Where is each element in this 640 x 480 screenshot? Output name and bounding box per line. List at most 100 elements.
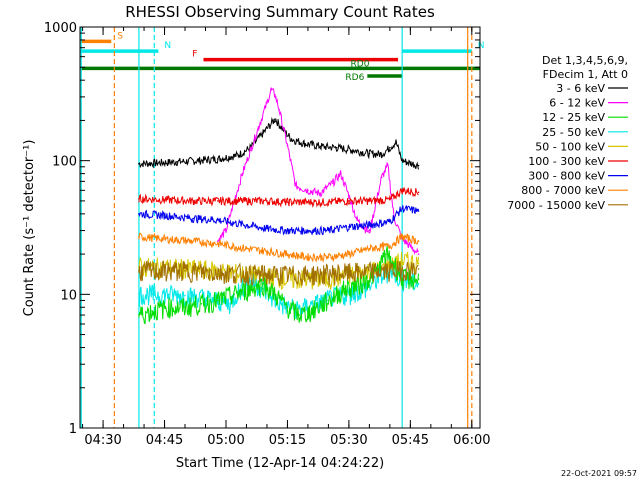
series-point-1-5 — [257, 125, 260, 128]
series-point-2-1 — [163, 198, 166, 201]
series-point-8-6 — [389, 269, 391, 272]
flag-bars: S N N F RD0 RD6 — [80, 31, 485, 83]
series-point-6-2 — [167, 293, 170, 296]
series-point-3-6 — [286, 229, 289, 232]
series-point-4-1 — [163, 238, 166, 240]
series-point-0-11 — [303, 142, 305, 145]
series-point-2-10 — [368, 200, 371, 202]
series-point-4-12 — [401, 235, 403, 238]
series-point-7-8 — [262, 282, 264, 285]
flag-label-s-0: S — [117, 31, 123, 41]
series-point-7-12 — [311, 310, 313, 312]
series-point-1-9 — [278, 109, 281, 111]
series-point-4-4 — [245, 247, 248, 250]
series-point-1-23 — [417, 253, 420, 255]
series-point-4-7 — [307, 256, 309, 258]
series-point-2-12 — [401, 189, 403, 192]
series-point-7-6 — [233, 293, 235, 296]
x-tick-label: 06:00 — [453, 433, 490, 448]
marker-lines — [80, 27, 473, 428]
series-point-4-6 — [286, 253, 289, 255]
series-point-5-12 — [401, 259, 403, 262]
series-line-2 — [138, 186, 419, 209]
series-point-1-7 — [270, 88, 272, 91]
series-point-1-11 — [294, 184, 297, 187]
series-point-7-9 — [274, 293, 276, 296]
series-point-2-0 — [138, 197, 140, 200]
flag-label-f-3: F — [192, 50, 197, 60]
series-point-4-11 — [389, 245, 391, 247]
series-point-4-13 — [417, 240, 420, 242]
series-point-6-0 — [138, 293, 140, 296]
series-point-1-4 — [249, 149, 252, 151]
series-point-3-5 — [266, 227, 268, 230]
series-point-1-1 — [225, 229, 227, 232]
series-point-6-12 — [298, 307, 301, 310]
series-point-0-3 — [196, 159, 199, 162]
series-point-0-20 — [417, 164, 420, 167]
legend-label: 6 - 12 keV — [549, 97, 605, 110]
legend-label: 25 - 50 keV — [542, 126, 605, 139]
series-point-7-3 — [184, 306, 186, 309]
series-point-4-8 — [327, 256, 330, 258]
legend: Det 1,3,4,5,6,9,FDecim 1, Att 03 - 6 keV… — [507, 54, 628, 212]
series-point-1-20 — [387, 164, 389, 167]
axis-ticks: 04:30 04:45 05:00 05:15 05:30 05:45 06:00 1 10 10… — [44, 21, 491, 448]
series-point-7-18 — [393, 262, 395, 265]
legend-label: 7000 - 15000 keV — [507, 199, 605, 212]
y-tick-label: 1000 — [44, 21, 77, 36]
series-point-1-0 — [216, 240, 219, 242]
series-point-3-8 — [327, 229, 330, 232]
series-point-3-4 — [245, 224, 248, 226]
series-point-2-2 — [192, 200, 195, 202]
flag-label-n-1: N — [164, 41, 171, 51]
series-point-8-4 — [307, 274, 309, 276]
x-tick-label: 05:45 — [392, 433, 429, 448]
series-point-6-14 — [331, 296, 334, 299]
series-point-0-2 — [176, 161, 178, 163]
series-line-1 — [217, 87, 419, 255]
series-point-1-15 — [339, 172, 342, 175]
series-point-4-5 — [266, 250, 268, 253]
series-layer — [138, 87, 420, 325]
series-point-0-12 — [319, 145, 322, 148]
legend-label: 100 - 300 keV — [528, 155, 605, 168]
y-tick-label: 100 — [52, 155, 77, 170]
series-point-3-3 — [216, 219, 219, 221]
series-point-0-16 — [380, 153, 383, 155]
series-point-7-2 — [167, 306, 170, 309]
series-point-1-13 — [319, 192, 322, 195]
series-point-1-16 — [348, 194, 350, 197]
series-point-0-0 — [138, 162, 140, 165]
footer-date: 22-Oct-2021 09:57 — [561, 469, 637, 478]
chart-title: RHESSI Observing Summary Count Rates — [125, 3, 435, 21]
series-point-8-5 — [348, 271, 350, 274]
series-line-3 — [138, 205, 419, 236]
series-point-4-0 — [138, 235, 140, 238]
legend-label: 300 - 800 keV — [528, 170, 605, 183]
series-point-0-5 — [237, 154, 240, 156]
legend-label: 3 - 6 keV — [556, 82, 605, 95]
series-point-1-3 — [241, 172, 244, 175]
series-point-1-14 — [331, 182, 334, 184]
series-point-7-20 — [417, 278, 420, 280]
series-point-6-3 — [184, 294, 186, 297]
series-point-0-19 — [401, 159, 403, 162]
series-point-7-4 — [200, 302, 203, 305]
series-point-3-0 — [138, 213, 140, 215]
series-point-0-13 — [335, 146, 338, 149]
series-point-4-3 — [216, 242, 219, 245]
series-point-7-15 — [360, 282, 362, 285]
series-point-2-7 — [307, 201, 309, 203]
series-point-0-17 — [389, 146, 391, 149]
series-point-7-1 — [151, 310, 154, 312]
series-point-4-9 — [348, 253, 350, 255]
flag-label-rd6-5: RD6 — [345, 73, 364, 83]
y-tick-label: 1 — [69, 422, 77, 437]
series-point-8-2 — [225, 271, 227, 274]
series-point-0-7 — [262, 132, 264, 135]
series-point-8-3 — [266, 274, 268, 276]
series-point-1-12 — [307, 189, 309, 192]
series-point-6-20 — [417, 282, 420, 285]
